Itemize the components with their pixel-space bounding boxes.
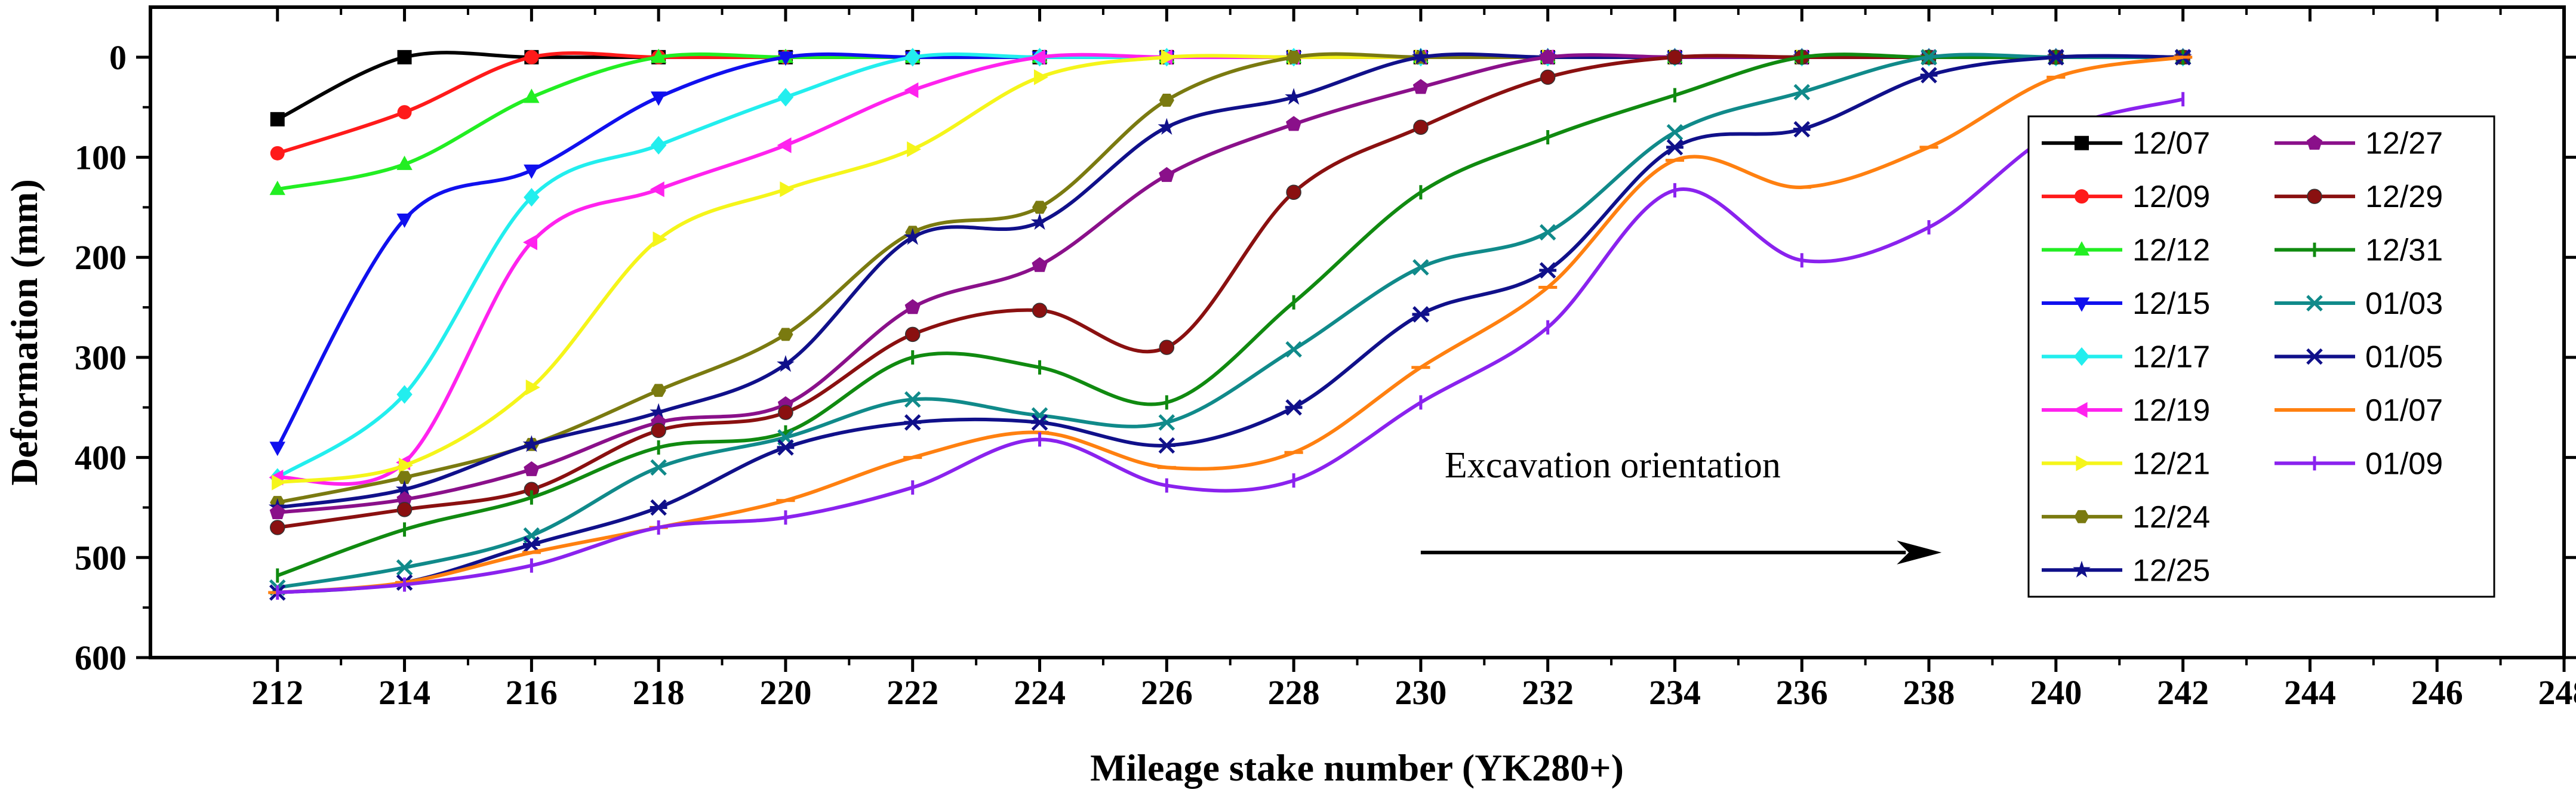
x-tick-label: 226 (1141, 673, 1193, 712)
x-tick-label: 234 (1649, 673, 1701, 712)
legend-label: 12/17 (2132, 340, 2210, 375)
y-axis-title: Deformation (mm) (3, 179, 45, 486)
x-tick-label: 248 (2538, 673, 2576, 712)
x-tick-label: 246 (2411, 673, 2463, 712)
x-tick-label: 216 (506, 673, 558, 712)
legend-label: 12/24 (2132, 500, 2210, 535)
data-point (2307, 189, 2322, 203)
x-tick-label: 238 (1903, 673, 1955, 712)
x-tick-label: 232 (1522, 673, 1574, 712)
y-tick-label: 0 (109, 38, 127, 77)
x-tick-label: 242 (2157, 673, 2209, 712)
y-tick-label: 300 (75, 338, 127, 377)
y-tick-label: 500 (75, 538, 127, 577)
x-tick-label: 224 (1014, 673, 1066, 712)
data-point (270, 112, 285, 127)
y-tick-label: 600 (75, 638, 127, 677)
data-point (1033, 303, 1047, 317)
deformation-line-chart: 212 214 216 218 220 222 224 226 228 230 232 234 236 2… (0, 0, 2576, 802)
data-point (1541, 70, 1555, 84)
x-tick-label: 222 (887, 673, 938, 712)
x-axis-title: Mileage stake number (YK280+) (1090, 747, 1624, 789)
legend-label: 12/21 (2132, 446, 2210, 481)
x-tick-label: 218 (633, 673, 685, 712)
legend-label: 01/09 (2365, 446, 2443, 481)
data-point (1159, 340, 1174, 354)
data-point (2075, 136, 2089, 150)
data-point (398, 502, 412, 517)
y-tick-label: 200 (75, 238, 127, 277)
legend-label: 12/09 (2132, 180, 2210, 214)
data-point (398, 50, 412, 64)
legend-label: 12/29 (2365, 180, 2443, 214)
legend-label: 01/03 (2365, 286, 2443, 321)
data-point (1287, 185, 1301, 199)
y-tick-label: 400 (75, 439, 127, 477)
legend-label: 12/15 (2132, 286, 2210, 321)
legend-label: 12/31 (2365, 233, 2443, 268)
y-tick-label: 100 (75, 138, 127, 177)
legend-label: 12/25 (2132, 553, 2210, 588)
legend: 12/07 12/09 12/12 12/15 12/17 12/19 12/21 12/24… (2029, 116, 2494, 597)
x-tick-label: 244 (2284, 673, 2336, 712)
x-tick-label: 214 (378, 673, 430, 712)
data-point (1667, 50, 1682, 64)
legend-label: 12/12 (2132, 233, 2210, 268)
legend-label: 12/07 (2132, 127, 2210, 161)
data-point (270, 146, 285, 161)
data-point (398, 105, 412, 119)
data-point (778, 405, 793, 419)
data-point (270, 520, 285, 535)
x-tick-label: 228 (1268, 673, 1320, 712)
data-point (524, 50, 538, 64)
data-point (2075, 189, 2089, 203)
legend-label: 12/19 (2132, 393, 2210, 428)
data-point (651, 423, 666, 437)
x-tick-label: 230 (1395, 673, 1447, 712)
annotation-text: Excavation orientation (1445, 445, 1781, 486)
x-tick-label: 240 (2030, 673, 2082, 712)
legend-label: 12/27 (2365, 127, 2443, 161)
legend-label: 01/05 (2365, 340, 2443, 375)
data-point (906, 327, 920, 341)
x-tick-label: 220 (759, 673, 811, 712)
data-point (1414, 120, 1428, 134)
legend-label: 01/07 (2365, 393, 2443, 428)
x-tick-label: 212 (251, 673, 303, 712)
x-tick-label: 236 (1776, 673, 1828, 712)
